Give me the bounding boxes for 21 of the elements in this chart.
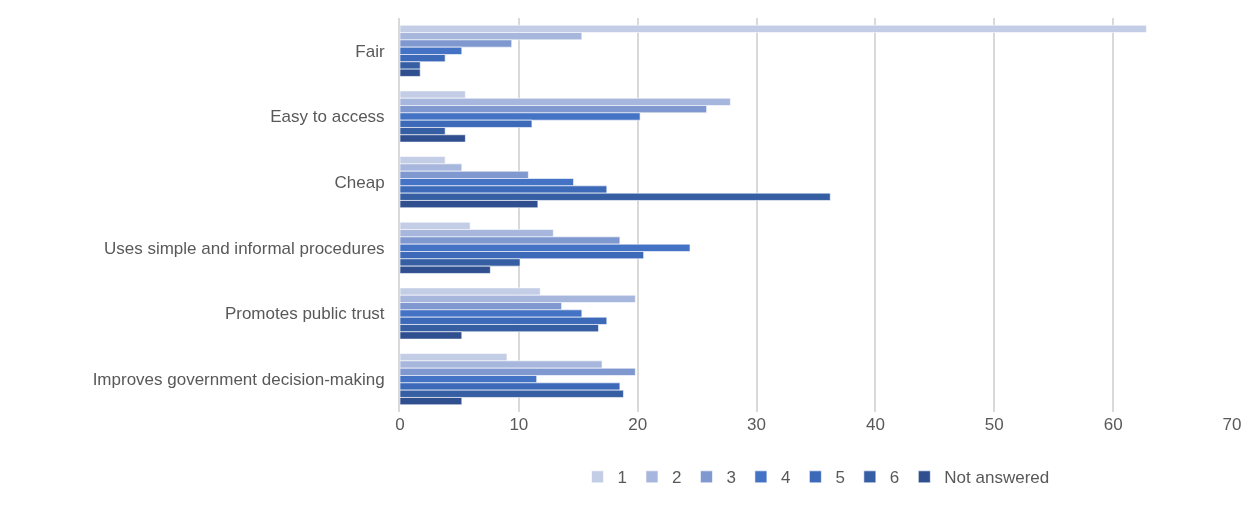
legend-label: 5 — [835, 468, 845, 488]
x-tick-label: 0 — [395, 415, 405, 434]
y-tick-label: Easy to access — [270, 107, 385, 127]
legend-label: Not answered — [944, 468, 1050, 488]
y-tick-label: Fair — [355, 41, 385, 61]
legend-label: 1 — [617, 468, 627, 488]
y-tick-label: Cheap — [334, 173, 385, 193]
x-tick-label: 20 — [628, 415, 648, 434]
x-tick-label: 70 — [1222, 415, 1242, 434]
y-tick-label: Promotes public trust — [224, 304, 385, 324]
legend-label: 2 — [671, 468, 682, 488]
x-tick-label: 30 — [747, 415, 767, 434]
x-tick-label: 10 — [509, 415, 529, 434]
legend-label: 4 — [780, 468, 791, 488]
x-tick-label: 40 — [865, 415, 885, 434]
y-tick-label: Improves government decision-making — [92, 370, 385, 390]
x-tick-label: 60 — [1103, 415, 1123, 434]
x-tick-label: 50 — [984, 415, 1004, 434]
y-tick-label: Uses simple and informal procedures — [103, 238, 385, 258]
legend-label: 6 — [889, 468, 900, 488]
legend-label: 3 — [726, 468, 736, 488]
